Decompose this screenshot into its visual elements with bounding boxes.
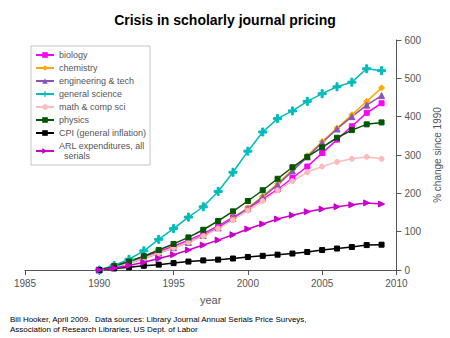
svg-text:biology: biology <box>59 50 88 60</box>
svg-text:ARL expenditures, all: ARL expenditures, all <box>59 141 144 151</box>
svg-text:% change since 1990: % change since 1990 <box>432 107 443 203</box>
svg-text:2000: 2000 <box>237 278 260 289</box>
svg-text:math & comp sci: math & comp sci <box>59 102 126 112</box>
svg-text:300: 300 <box>404 150 421 161</box>
svg-text:1985: 1985 <box>14 278 37 289</box>
svg-text:200: 200 <box>404 188 421 199</box>
svg-text:2005: 2005 <box>311 278 334 289</box>
svg-text:general science: general science <box>59 89 122 99</box>
svg-text:engineering & tech: engineering & tech <box>59 76 134 86</box>
svg-text:600: 600 <box>404 35 421 46</box>
svg-text:Bill Hooker, April 2009. Data: Bill Hooker, April 2009. Data sources: L… <box>10 315 307 324</box>
svg-text:year: year <box>200 294 222 306</box>
svg-text:serials: serials <box>59 151 91 161</box>
svg-text:chemistry: chemistry <box>59 63 98 73</box>
svg-text:1995: 1995 <box>162 278 185 289</box>
svg-text:1990: 1990 <box>88 278 111 289</box>
svg-text:Association of Research Librar: Association of Research Libraries, US De… <box>10 325 198 334</box>
svg-text:Crisis in scholarly journal pr: Crisis in scholarly journal pricing <box>114 12 336 28</box>
svg-text:500: 500 <box>404 73 421 84</box>
svg-text:100: 100 <box>404 226 421 237</box>
svg-text:physics: physics <box>59 115 90 125</box>
svg-text:2010: 2010 <box>385 278 408 289</box>
svg-text:CPI (general inflation): CPI (general inflation) <box>59 128 146 138</box>
svg-text:0: 0 <box>404 265 410 276</box>
svg-text:400: 400 <box>404 111 421 122</box>
